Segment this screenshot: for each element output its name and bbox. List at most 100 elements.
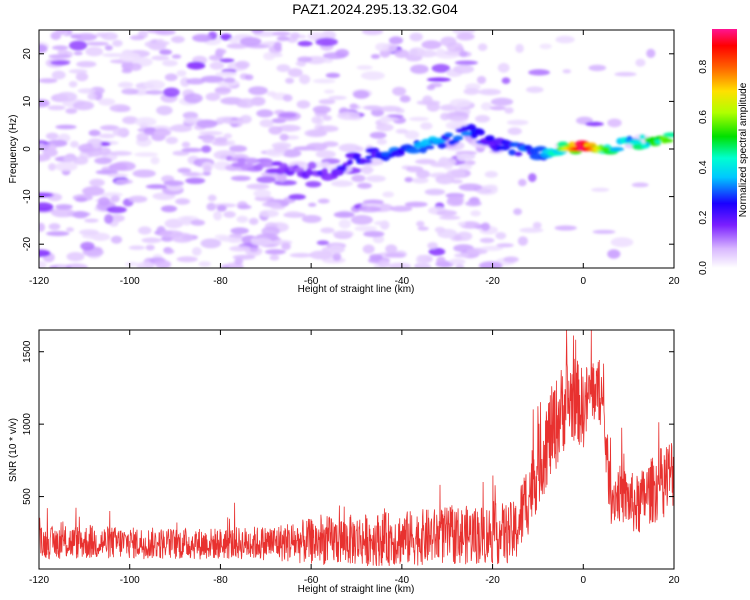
heat-blob xyxy=(171,54,182,59)
heat-blob xyxy=(276,64,291,72)
chart-title: PAZ1.2024.295.13.32.G04 xyxy=(292,1,458,17)
x-tick-label: -60 xyxy=(304,575,319,586)
heat-blob xyxy=(98,98,116,106)
heat-blob xyxy=(191,247,202,256)
y-tick-label: -20 xyxy=(22,237,33,252)
heat-blob xyxy=(44,143,57,151)
heat-blob xyxy=(69,40,88,51)
heat-blob xyxy=(72,156,89,165)
heat-blob xyxy=(145,90,164,95)
heat-blob xyxy=(362,244,375,254)
heat-blob xyxy=(420,122,433,130)
heat-blob xyxy=(226,43,249,49)
heat-blob xyxy=(532,221,542,229)
heat-blob xyxy=(376,138,387,145)
heat-blob xyxy=(87,92,97,101)
heat-blob xyxy=(395,128,409,134)
heat-blob xyxy=(201,145,212,153)
heat-blob xyxy=(216,48,227,55)
heat-blob xyxy=(362,199,384,205)
heat-blob xyxy=(259,209,279,218)
heat-blob xyxy=(220,33,232,41)
heat-blob xyxy=(436,48,446,56)
heat-blob xyxy=(203,165,212,173)
heat-blob xyxy=(98,141,111,147)
heatmap-x-label: Height of straight line (km) xyxy=(298,284,415,295)
heat-blob xyxy=(607,118,622,128)
heat-blob xyxy=(496,243,514,248)
x-tick-label: -120 xyxy=(29,276,49,287)
heat-blob xyxy=(409,116,429,122)
heat-blob xyxy=(130,35,145,41)
heat-blob xyxy=(72,211,89,219)
heat-blob xyxy=(176,256,198,263)
heat-blob xyxy=(199,130,223,136)
heat-blob xyxy=(251,30,264,34)
heat-blob xyxy=(426,102,440,112)
y-tick-label: -10 xyxy=(22,189,33,204)
heat-blob xyxy=(52,45,69,50)
heat-blob xyxy=(288,194,306,200)
heat-blob xyxy=(369,254,383,260)
heat-blob xyxy=(515,43,524,53)
heat-blob xyxy=(279,133,289,141)
heat-blob xyxy=(48,223,61,231)
heat-ridge-blob xyxy=(475,129,485,136)
heat-blob xyxy=(77,88,96,94)
heat-blob xyxy=(248,86,268,95)
heat-blob xyxy=(354,225,377,232)
heat-blob xyxy=(223,211,236,218)
heat-blob xyxy=(88,129,101,137)
heat-blob xyxy=(136,261,155,268)
heat-ridge-blob xyxy=(260,160,276,168)
x-tick-label: 20 xyxy=(668,575,680,586)
heat-blob xyxy=(162,60,178,67)
heat-blob xyxy=(110,195,120,203)
heat-blob xyxy=(554,225,577,231)
heat-blob xyxy=(274,180,297,186)
colorbar-ticks: 0.0 0.2 0.4 0.6 0.8 xyxy=(698,59,709,275)
x-tick-label: 20 xyxy=(668,276,680,287)
heat-blob xyxy=(366,175,386,183)
heat-blob xyxy=(186,78,206,85)
heat-blob xyxy=(264,249,286,255)
heat-blob xyxy=(646,48,656,59)
heat-blob xyxy=(477,43,488,51)
heat-blob xyxy=(453,64,475,74)
heat-blob xyxy=(237,98,255,108)
heat-blob xyxy=(478,261,503,268)
heat-blob xyxy=(415,158,437,165)
heat-blob xyxy=(206,202,217,211)
heat-blob xyxy=(141,237,162,244)
heat-blob xyxy=(328,95,347,100)
heat-blob xyxy=(236,215,249,223)
heat-blob xyxy=(489,106,507,111)
heat-blob xyxy=(151,55,170,61)
heat-blob xyxy=(316,240,330,246)
heat-blob xyxy=(299,74,311,85)
heat-blob xyxy=(171,232,194,243)
heat-blob xyxy=(192,34,213,42)
heat-blob xyxy=(54,161,78,172)
heat-blob xyxy=(635,58,646,67)
heat-blob xyxy=(465,200,482,207)
heat-blob xyxy=(115,179,133,185)
heat-blob xyxy=(55,204,73,210)
heat-blob xyxy=(218,236,237,242)
heat-blob xyxy=(281,149,302,158)
heat-blob xyxy=(150,156,160,165)
heat-blob xyxy=(463,88,480,95)
heat-blob xyxy=(390,205,413,212)
heat-blob xyxy=(539,43,552,50)
heat-blob xyxy=(263,52,275,61)
heat-blob xyxy=(97,196,110,207)
x-tick-label: -40 xyxy=(395,575,410,586)
heat-blob xyxy=(337,111,361,120)
heat-blob xyxy=(318,99,336,105)
heat-ridge-blob xyxy=(424,145,435,150)
heat-blob xyxy=(155,259,172,268)
heat-blob xyxy=(475,115,490,123)
heat-blob xyxy=(507,119,529,126)
heat-blob xyxy=(39,222,46,232)
heat-blob xyxy=(412,177,429,184)
